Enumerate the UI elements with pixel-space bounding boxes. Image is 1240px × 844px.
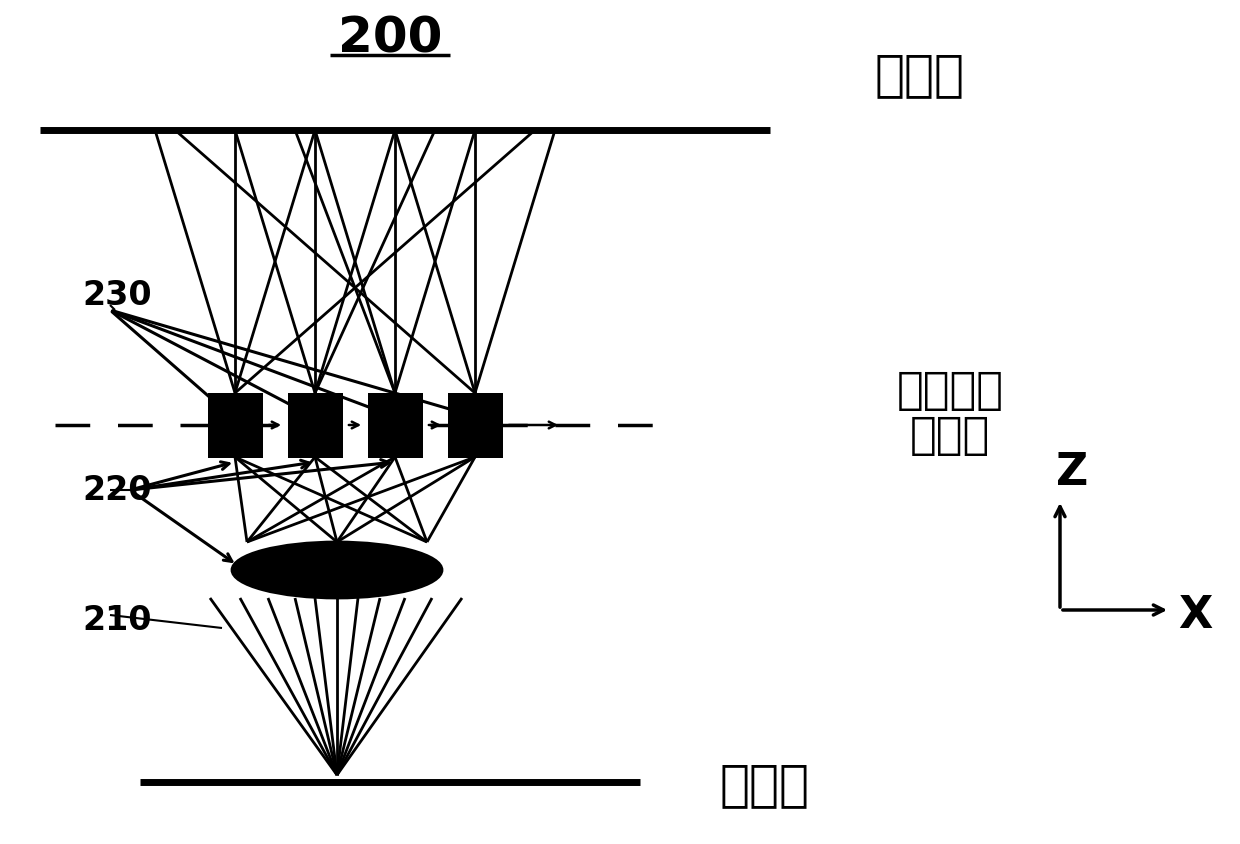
Text: 物平面: 物平面 [720, 761, 810, 809]
Bar [288, 393, 343, 458]
Text: 200: 200 [337, 14, 443, 62]
Text: 210: 210 [82, 603, 151, 636]
Text: 后焦面: 后焦面 [910, 414, 990, 457]
Text: Z: Z [1056, 451, 1089, 494]
Text: 220: 220 [82, 473, 151, 506]
Text: X: X [1178, 593, 1213, 636]
Bar [368, 393, 423, 458]
Text: 显微物镜: 显微物镜 [897, 369, 1003, 412]
Ellipse shape [232, 542, 441, 598]
Text: 像平面: 像平面 [875, 51, 965, 99]
Bar [448, 393, 503, 458]
Bar [208, 393, 263, 458]
Text: 230: 230 [82, 279, 151, 311]
